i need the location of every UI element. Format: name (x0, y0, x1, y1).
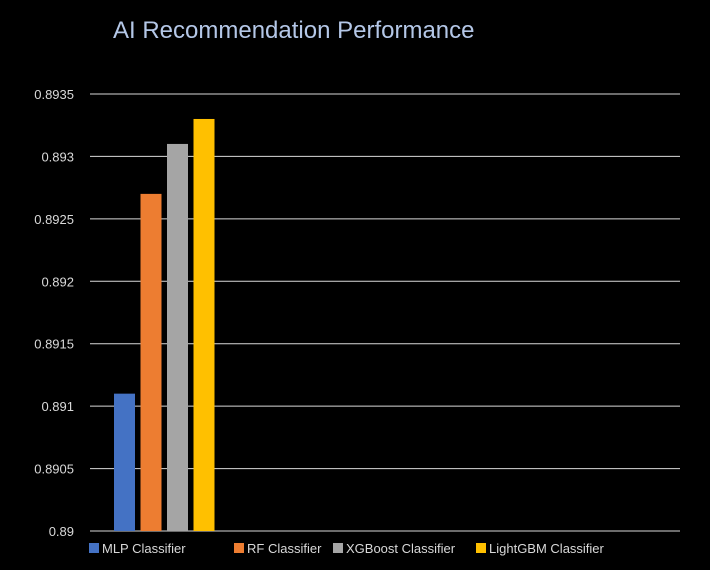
legend-swatch (476, 543, 486, 553)
legend-label: RF Classifier (247, 541, 322, 556)
y-tick-label: 0.8915 (34, 337, 74, 352)
bar-xgboost-classifier (167, 143, 188, 531)
y-tick-label: 0.8905 (34, 462, 74, 477)
legend-swatch (234, 543, 244, 553)
legend-label: MLP Classifier (102, 541, 186, 556)
bar-mlp-classifier (114, 393, 135, 531)
legend-label: LightGBM Classifier (489, 541, 605, 556)
bar-lightgbm-classifier (193, 118, 215, 531)
legend: MLP Classifier RF Classifier XGBoost Class… (89, 541, 605, 556)
y-axis-tick-labels: 0.89 0.8905 0.891 0.8915 0.892 0.8925 0.893 0.8… (34, 87, 74, 539)
y-tick-label: 0.8925 (34, 212, 74, 227)
y-tick-label: 0.89 (49, 524, 74, 539)
gridlines (90, 93, 680, 532)
y-tick-label: 0.893 (41, 149, 74, 164)
legend-swatch (333, 543, 343, 553)
legend-label: XGBoost Classifier (346, 541, 456, 556)
legend-swatch (89, 543, 99, 553)
y-tick-label: 0.891 (41, 399, 74, 414)
y-tick-label: 0.892 (41, 274, 74, 289)
chart-title: AI Recommendation Performance (113, 17, 475, 44)
bar-rf-classifier (140, 193, 162, 531)
bars (114, 118, 215, 531)
y-tick-label: 0.8935 (34, 87, 74, 102)
